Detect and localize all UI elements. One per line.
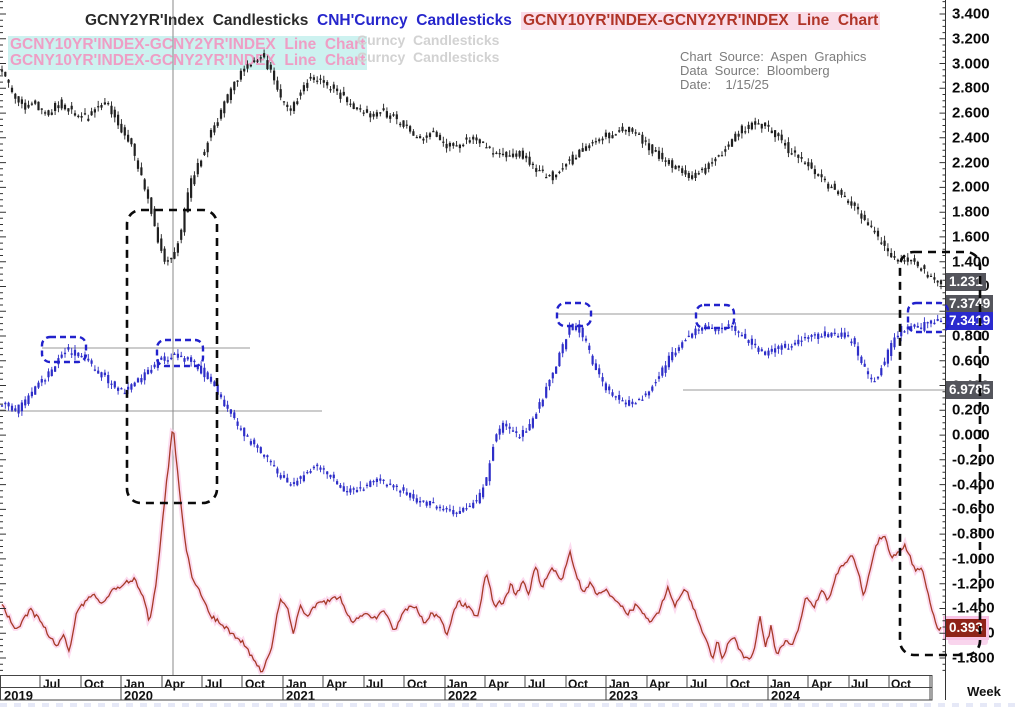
right-axis-label: 3.200 [952,30,990,48]
window-edge-artifact [0,703,1017,707]
year-label: 2021 [286,688,315,703]
ghost-blue-title-row1: Curncy Candlesticks [357,32,500,48]
right-axis-label: 3.000 [952,55,990,73]
ghost-red-title-row1: GCNY10YR'INDEX-GCNY2YR'INDEX Line Chart [8,36,368,54]
data-source-text: Data Source: Bloomberg [680,63,830,78]
right-axis-label: 2.000 [952,178,990,196]
date-text: Date: 1/15/25 [680,77,769,92]
legend-gcny2yr-candlesticks: GCNY2YR'Index Candlesticks [85,12,309,29]
right-axis-label: 3.400 [952,5,990,23]
ghost-red-title-row2: GCNY10YR'INDEX-GCNY2YR'INDEX Line Chart [8,52,368,70]
right-axis-label: 1.800 [952,203,990,221]
year-label: 2019 [4,688,33,703]
right-axis-label: 2.400 [952,129,990,147]
right-axis-label: 2.200 [952,154,990,172]
year-label: 2022 [448,688,477,703]
year-label: 2023 [609,688,638,703]
chart-source-text: Chart Source: Aspen Graphics [680,49,867,64]
right-axis-label: 2.600 [952,104,990,122]
legend-spread-line-chart: GCNY10YR'INDEX-GCNY2YR'INDEX Line Chart [521,12,881,30]
year-label: 2024 [771,688,800,703]
ghost-blue-title-row2: Curncy Candlesticks [357,49,500,65]
right-axis-label: 1.600 [952,228,990,246]
week-periodicity-label: Week [967,684,1001,699]
right-axis-label: 2.800 [952,79,990,97]
year-label: 2020 [124,688,153,703]
legend-cnh-curncy-candlesticks: CNH'Curncy Candlesticks [317,12,512,29]
